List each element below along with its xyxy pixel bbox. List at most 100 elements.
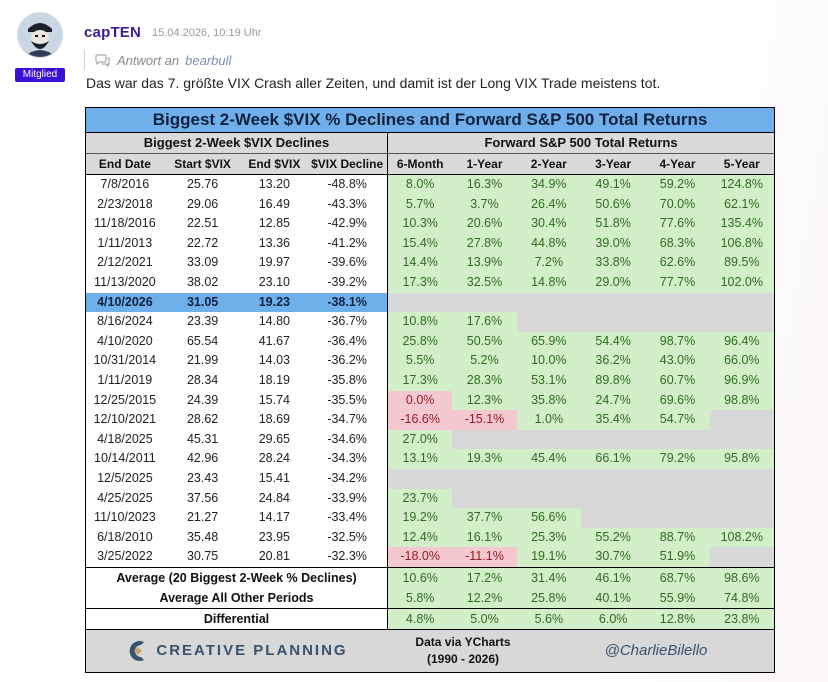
cell-decline: -32.3% bbox=[327, 549, 367, 564]
return-cell: 77.7% bbox=[645, 272, 710, 293]
return-cell: 36.2% bbox=[580, 351, 646, 371]
forward-returns-row bbox=[388, 292, 774, 313]
forward-returns-row: -16.6% -15.1% 1.0% 35.4% 54.7% bbox=[388, 410, 774, 430]
cell-date: 1/11/2019 bbox=[97, 372, 153, 387]
summary-label: Average (20 Biggest 2-Week % Declines) bbox=[86, 567, 387, 588]
forward-returns-row: 13.1% 19.3% 45.4% 66.1% 79.2% 95.8% bbox=[388, 449, 774, 469]
differential-label: Differential bbox=[86, 608, 387, 629]
cell-decline: -43.3% bbox=[327, 196, 367, 211]
author-name[interactable]: capTEN bbox=[84, 24, 142, 41]
cell-date: 11/10/2023 bbox=[94, 510, 156, 525]
return-cell: 30.7% bbox=[580, 547, 646, 567]
return-cell: 15.4% bbox=[388, 233, 453, 254]
cell-date: 11/13/2020 bbox=[94, 274, 156, 289]
table-row: 4/10/2020 65.54 41.67 -36.4% bbox=[86, 331, 387, 352]
creative-planning-logo-icon bbox=[130, 640, 145, 661]
empty-cell bbox=[710, 469, 774, 489]
forward-returns-row: 17.3% 28.3% 53.1% 89.8% 60.7% 96.9% bbox=[388, 370, 774, 391]
cell-start: 21.99 bbox=[186, 353, 219, 368]
return-cell: 20.6% bbox=[452, 214, 517, 234]
vix-declines-section: Biggest 2-Week $VIX Declines End Date St… bbox=[86, 133, 388, 567]
table-row: 3/25/2022 30.75 20.81 -32.3% bbox=[86, 547, 387, 567]
empty-cell bbox=[388, 469, 452, 489]
cell-end: 19.23 bbox=[258, 294, 290, 309]
summary-cell: 10.6% bbox=[388, 567, 453, 588]
forward-returns-row: 17.3% 32.5% 14.8% 29.0% 77.7% 102.0% bbox=[388, 272, 774, 293]
cell-end: 28.24 bbox=[258, 451, 290, 466]
cell-decline: -41.2% bbox=[327, 235, 367, 250]
summary-cell: 17.2% bbox=[452, 567, 517, 588]
return-cell: 39.0% bbox=[580, 233, 646, 254]
cell-decline: -34.6% bbox=[327, 431, 367, 446]
return-cell: 44.8% bbox=[516, 233, 581, 254]
column-header: 6-Month bbox=[396, 157, 444, 171]
cell-start: 42.96 bbox=[186, 451, 219, 466]
cell-decline: -39.2% bbox=[327, 274, 367, 289]
left-section-header: Biggest 2-Week $VIX Declines bbox=[86, 133, 387, 154]
table-row: 12/10/2021 28.62 18.69 -34.7% bbox=[86, 410, 387, 430]
return-cell: 95.8% bbox=[709, 449, 774, 469]
empty-cell bbox=[517, 312, 581, 332]
summary-cell: 40.1% bbox=[580, 587, 646, 608]
forward-returns-row: 12.4% 16.1% 25.3% 55.2% 88.7% 108.2% bbox=[388, 527, 774, 548]
table-row: 11/18/2016 22.51 12.85 -42.9% bbox=[86, 214, 387, 234]
cell-date: 12/10/2021 bbox=[93, 412, 157, 427]
return-cell: 51.8% bbox=[580, 214, 646, 234]
right-rows: 8.0% 16.3% 34.9% 49.1% 59.2% 124.8% 5.7% 3.7% 26… bbox=[388, 175, 774, 567]
table-row: 4/25/2025 37.56 24.84 -33.9% bbox=[86, 488, 387, 509]
return-cell: 25.8% bbox=[388, 331, 453, 352]
forward-returns-row: 15.4% 27.8% 44.8% 39.0% 68.3% 106.8% bbox=[388, 233, 774, 254]
column-header: $VIX Decline bbox=[311, 157, 384, 171]
source-line: Data via YCharts bbox=[415, 634, 511, 649]
return-cell: -15.1% bbox=[452, 410, 517, 430]
return-cell: 19.2% bbox=[388, 508, 453, 528]
column-header: 1-Year bbox=[466, 157, 503, 171]
summary-row: 10.6% 17.2% 31.4% 46.1% 68.7% 98.6% bbox=[388, 567, 774, 588]
cell-decline: -36.2% bbox=[327, 353, 367, 368]
cell-end: 15.74 bbox=[258, 392, 290, 407]
return-cell: 108.2% bbox=[709, 527, 774, 548]
table-title: Biggest 2-Week $VIX % Declines and Forwa… bbox=[86, 108, 774, 133]
forward-returns-row: 10.3% 20.6% 30.4% 51.8% 77.6% 135.4% bbox=[388, 214, 774, 234]
empty-cell bbox=[517, 430, 581, 450]
cell-start: 37.56 bbox=[186, 490, 219, 505]
forward-returns-row: -18.0% -11.1% 19.1% 30.7% 51.9% bbox=[388, 547, 774, 567]
brand-name: CREATIVE PLANNING bbox=[156, 642, 348, 660]
table-row: 8/16/2024 23.39 14.80 -36.7% bbox=[86, 312, 387, 332]
cell-start: 30.75 bbox=[186, 549, 219, 564]
return-cell: 89.5% bbox=[709, 253, 774, 273]
cell-end: 13.20 bbox=[258, 177, 290, 191]
cell-end: 14.17 bbox=[258, 510, 290, 525]
summary-cell: 46.1% bbox=[580, 567, 646, 588]
cell-decline: -36.7% bbox=[327, 314, 367, 329]
return-cell: 54.4% bbox=[580, 331, 646, 352]
return-cell: 96.4% bbox=[709, 331, 774, 352]
left-rows: 7/8/2016 25.76 13.20 -48.8% 2/23/2018 29.06 16… bbox=[86, 175, 387, 567]
reply-to-link[interactable]: bearbull bbox=[185, 52, 232, 68]
cell-end: 14.80 bbox=[258, 314, 290, 329]
table-row: 10/31/2014 21.99 14.03 -36.2% bbox=[86, 351, 387, 371]
forward-returns-row: 25.8% 50.5% 65.9% 54.4% 98.7% 96.4% bbox=[388, 331, 774, 352]
cell-date: 2/12/2021 bbox=[97, 255, 153, 270]
differential-cell: 12.8% bbox=[645, 608, 710, 629]
cell-start: 24.39 bbox=[186, 392, 219, 407]
summary-row: 5.8% 12.2% 25.8% 40.1% 55.9% 74.8% bbox=[388, 587, 774, 608]
cell-date: 12/25/2015 bbox=[93, 392, 157, 407]
return-cell: 13.9% bbox=[452, 253, 517, 273]
return-cell: 24.7% bbox=[580, 390, 646, 411]
return-cell: 17.3% bbox=[388, 272, 453, 293]
differential-cell: 5.0% bbox=[452, 608, 517, 629]
summary-label: Average All Other Periods bbox=[86, 587, 387, 608]
return-cell: 65.9% bbox=[516, 331, 581, 352]
cell-date: 4/25/2025 bbox=[97, 490, 153, 505]
empty-cell bbox=[517, 489, 581, 509]
empty-cell bbox=[452, 430, 516, 450]
avatar[interactable] bbox=[17, 12, 63, 58]
cell-decline: -35.8% bbox=[327, 372, 367, 387]
cell-end: 15.41 bbox=[258, 470, 290, 485]
cell-start: 65.54 bbox=[186, 333, 219, 348]
return-cell: 19.1% bbox=[516, 547, 581, 567]
cell-decline: -35.5% bbox=[327, 392, 367, 407]
cell-decline: -34.3% bbox=[327, 451, 367, 466]
cell-end: 23.95 bbox=[258, 529, 290, 544]
